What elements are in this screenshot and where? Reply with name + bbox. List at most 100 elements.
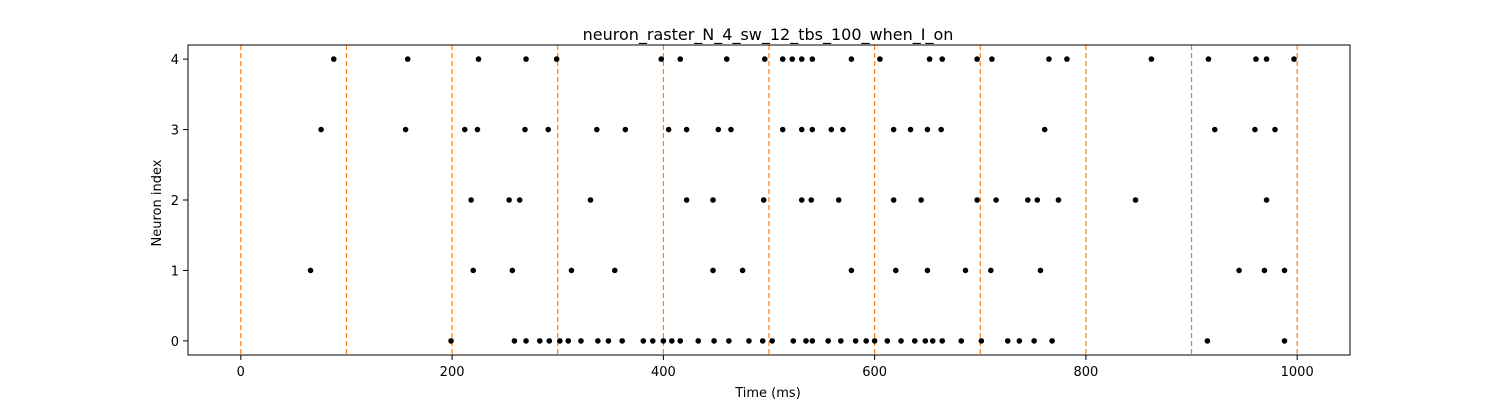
spike-point <box>926 56 933 62</box>
spike-point <box>798 56 805 62</box>
spike-point <box>760 197 767 203</box>
spike-point <box>665 126 672 133</box>
spike-point <box>1037 267 1044 274</box>
spike-point <box>669 338 675 344</box>
spike-point <box>978 338 985 344</box>
spike-point <box>1016 338 1023 344</box>
chart-title: neuron_raster_N_4_sw_12_tbs_100_when_I_o… <box>583 25 954 45</box>
spike-point <box>852 338 859 344</box>
spike-point <box>1263 56 1270 62</box>
spike-point <box>330 56 337 62</box>
x-tick-label: 1000 <box>1281 365 1314 380</box>
spike-point <box>924 126 931 133</box>
spike-point <box>1291 56 1297 62</box>
y-tick-label: 3 <box>171 124 179 139</box>
spike-point <box>1004 338 1011 344</box>
spike-point <box>710 267 716 274</box>
spike-point <box>728 126 734 133</box>
spike-point <box>546 338 553 344</box>
spike-point <box>939 56 946 62</box>
spike-point <box>1041 126 1048 133</box>
spike-point <box>318 126 324 133</box>
spike-point <box>557 338 563 344</box>
spike-point <box>739 267 746 274</box>
spike-point <box>789 56 796 62</box>
spike-point <box>958 338 965 344</box>
spike-point <box>710 197 716 203</box>
spike-point <box>989 56 995 62</box>
spike-point <box>568 267 575 274</box>
spike-point <box>448 338 454 344</box>
spike-point <box>711 338 717 344</box>
spike-point <box>803 338 809 344</box>
spike-point <box>536 338 543 344</box>
spike-point <box>1281 267 1288 274</box>
spike-point <box>1055 197 1062 203</box>
spike-point <box>594 126 600 133</box>
spike-point <box>1049 338 1055 344</box>
spike-point <box>595 338 601 344</box>
spike-point <box>1272 126 1278 133</box>
spike-point <box>877 56 883 62</box>
spike-point <box>650 338 656 344</box>
spike-point <box>509 267 516 274</box>
spike-point <box>1253 56 1259 62</box>
spike-point <box>769 338 775 344</box>
spike-point <box>1252 126 1258 133</box>
spike-point <box>828 126 835 133</box>
spike-point <box>404 56 411 62</box>
x-tick-label: 200 <box>440 365 465 380</box>
spike-point <box>974 197 980 203</box>
spike-point <box>587 197 594 203</box>
spike-point <box>1031 338 1037 344</box>
y-axis-label: Neuron index <box>150 159 165 246</box>
spike-point <box>468 197 474 203</box>
spike-point <box>640 338 647 344</box>
spike-point <box>808 197 815 203</box>
x-tick-label: 800 <box>1073 365 1098 380</box>
spike-point <box>474 126 481 133</box>
spike-point <box>825 338 831 344</box>
spike-point <box>619 338 625 344</box>
spike-point <box>1034 197 1041 203</box>
spike-point <box>461 126 468 133</box>
spike-point <box>565 338 572 344</box>
spike-point <box>307 267 314 274</box>
spike-point <box>871 338 878 344</box>
spike-point <box>929 338 936 344</box>
x-tick-label: 400 <box>651 365 676 380</box>
spike-point <box>746 338 752 344</box>
spike-point <box>1025 197 1031 203</box>
spike-point <box>1046 56 1052 62</box>
spike-point <box>939 338 946 344</box>
spike-point <box>890 197 897 203</box>
spike-point <box>1204 338 1211 344</box>
spike-point <box>907 126 914 133</box>
spike-point <box>779 126 786 133</box>
spike-point <box>578 338 584 344</box>
spike-point <box>911 338 918 344</box>
spike-point <box>892 267 899 274</box>
spike-point <box>1236 267 1242 274</box>
y-tick-label: 0 <box>171 335 179 350</box>
spike-point <box>470 267 477 274</box>
spike-point <box>683 197 690 203</box>
spike-point <box>516 197 523 203</box>
spike-point <box>1148 56 1155 62</box>
spike-point <box>506 197 512 203</box>
spike-point <box>809 338 816 344</box>
spike-point <box>761 56 768 62</box>
spike-point <box>1132 197 1139 203</box>
spike-point <box>695 338 702 344</box>
spike-point <box>790 338 797 344</box>
spike-point <box>848 267 855 274</box>
spike-point <box>938 126 944 133</box>
spike-point <box>974 56 980 62</box>
spike-point <box>840 126 846 133</box>
spike-point <box>660 338 667 344</box>
spike-point <box>898 338 904 344</box>
spike-point <box>545 126 552 133</box>
spike-point <box>848 56 855 62</box>
